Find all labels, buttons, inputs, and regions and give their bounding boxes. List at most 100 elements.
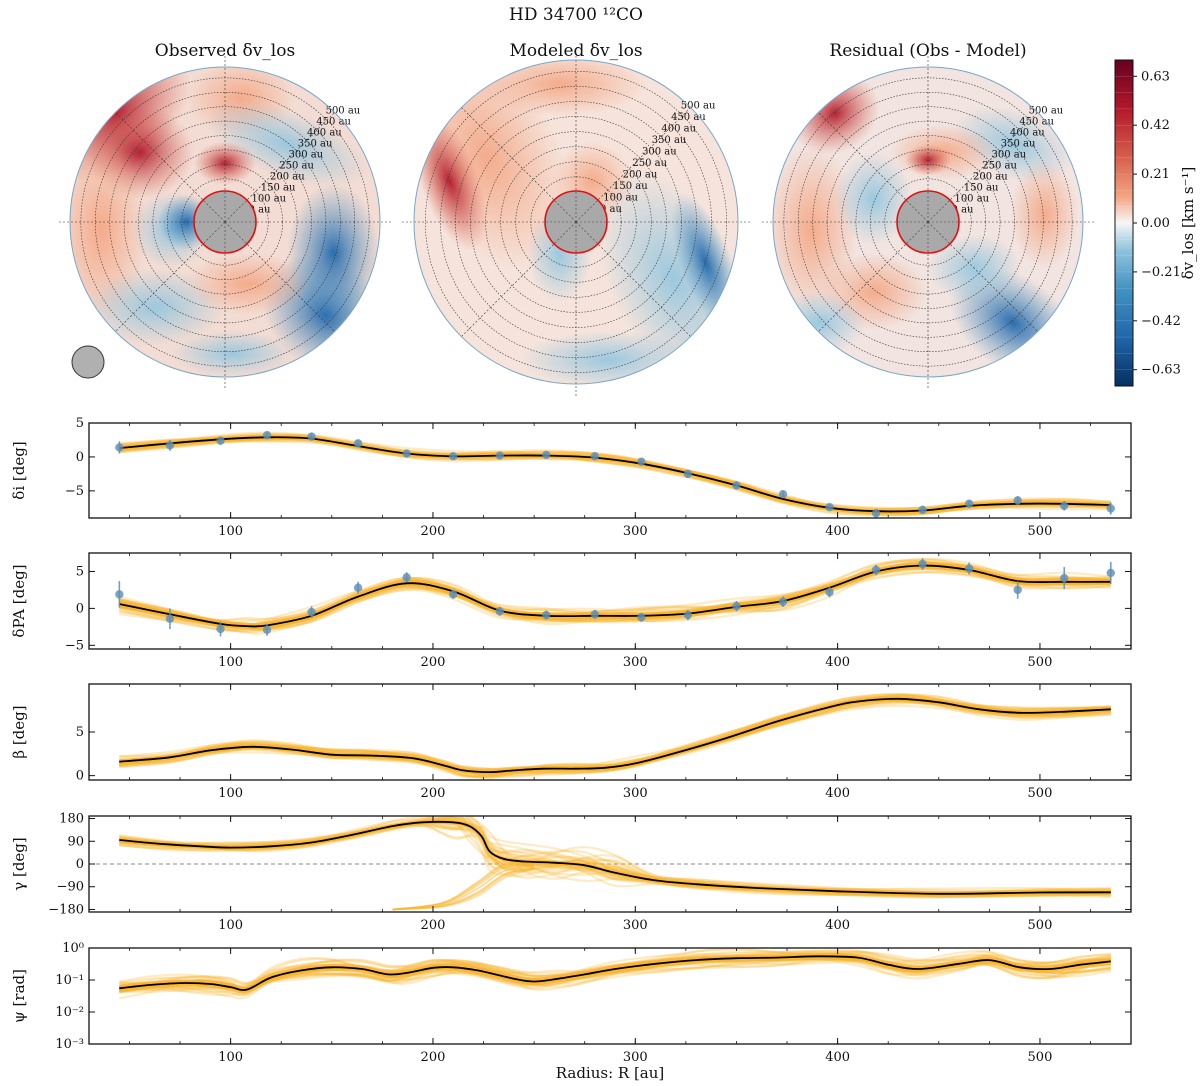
data-point xyxy=(732,601,741,611)
posterior-draw xyxy=(392,863,535,911)
y-tick-label: 10⁻¹ xyxy=(55,973,84,988)
data-point xyxy=(683,469,693,479)
disk-title: Modeled δv_los xyxy=(509,41,642,61)
data-point xyxy=(1060,501,1069,510)
data-point xyxy=(778,490,788,499)
x-tick-label: 300 xyxy=(623,786,648,801)
data-point xyxy=(637,613,646,622)
posterior-draws xyxy=(119,431,1111,517)
data-point xyxy=(1013,496,1022,505)
posterior-draw xyxy=(119,693,1111,778)
velocity-structure xyxy=(194,141,256,185)
velocity-structure xyxy=(519,330,698,384)
posterior-draw xyxy=(119,821,1111,896)
ring-label: 250 au xyxy=(279,160,314,171)
disk-title: Observed δv_los xyxy=(155,41,295,61)
posterior-draw xyxy=(119,948,1111,1000)
posterior-draw xyxy=(119,436,1111,513)
x-tick-label: 400 xyxy=(825,524,850,539)
ring-label: 500 au xyxy=(326,105,361,116)
posterior-draw xyxy=(119,440,1111,516)
posterior-draw xyxy=(119,435,1111,513)
posterior-draw xyxy=(119,823,1111,895)
mask-spoke xyxy=(927,221,951,245)
ring-label: 400 au xyxy=(1010,127,1045,138)
x-tick-label: 100 xyxy=(218,1050,243,1065)
colorbar: 0.63 0.42 0.21 0.00 −0.21 −0.42 −0.63 δv_los [k… xyxy=(1114,59,1197,387)
y-axis-label: γ [deg] xyxy=(10,837,28,891)
panel-plot-area xyxy=(119,948,1112,1000)
posterior-draw xyxy=(119,434,1111,515)
posterior-draw xyxy=(119,434,1111,514)
posterior-draw xyxy=(119,437,1111,514)
x-tick-label: 400 xyxy=(825,786,850,801)
posterior-draw xyxy=(119,823,1111,895)
posterior-draw xyxy=(392,862,535,911)
data-point xyxy=(825,587,834,597)
mask-spoke xyxy=(575,199,599,223)
y-tick-label: 10⁰ xyxy=(62,941,84,956)
colorbar-tick-label: 0.63 xyxy=(1141,69,1170,84)
posterior-draw xyxy=(119,436,1111,514)
posterior-draw xyxy=(119,692,1111,778)
ring-label: 350 au xyxy=(298,138,333,149)
posterior-draw xyxy=(119,432,1111,512)
y-tick-label: 10⁻² xyxy=(55,1005,84,1020)
spoke-line xyxy=(575,107,691,223)
posterior-draw xyxy=(392,867,535,911)
y-axis-label: δi [deg] xyxy=(10,441,28,499)
posterior-envelope xyxy=(119,435,1111,514)
x-tick-label: 400 xyxy=(825,1050,850,1065)
posterior-draw xyxy=(119,699,1111,775)
posterior-draw xyxy=(119,435,1111,511)
profile-panel-4: 100 200 300 400 500 180 90 0 −90 −180 γ [deg] xyxy=(10,812,1132,933)
data-point xyxy=(683,610,693,620)
posterior-draw xyxy=(119,437,1111,515)
posterior-draw xyxy=(392,863,535,911)
radial-ring xyxy=(500,146,652,298)
posterior-draw xyxy=(392,865,535,911)
posterior-draw xyxy=(119,433,1111,511)
data-point xyxy=(165,614,175,623)
profile-panel-1: 100 200 300 400 500 5 0 −5 δi [deg] xyxy=(10,416,1132,539)
radial-ring xyxy=(485,131,667,313)
y-tick-label: −5 xyxy=(65,638,84,653)
posterior-draw xyxy=(119,436,1111,513)
colorbar-tick-label: 0.21 xyxy=(1141,167,1170,182)
data-point xyxy=(918,505,927,515)
x-tick-label: 500 xyxy=(1028,786,1053,801)
ring-label: 400 au xyxy=(661,123,696,134)
data-point xyxy=(216,624,225,634)
data-point xyxy=(542,610,551,620)
data-point xyxy=(871,509,881,518)
posterior-draw xyxy=(119,824,1111,894)
ring-label: 300 au xyxy=(992,149,1027,160)
mask-spoke xyxy=(553,221,577,245)
ring-label: 350 au xyxy=(652,135,687,146)
disk-title: Residual (Obs - Model) xyxy=(829,41,1026,61)
ring-label: 150 au xyxy=(261,183,296,194)
colorbar-tick-label: 0.42 xyxy=(1141,118,1170,133)
posterior-draw xyxy=(392,866,535,911)
mask-spoke xyxy=(575,221,599,245)
x-tick-label: 200 xyxy=(421,786,446,801)
posterior-draw xyxy=(119,438,1111,516)
y-tick-label: 5 xyxy=(76,564,84,579)
y-tick-label: 0 xyxy=(76,769,84,784)
x-tick-label: 300 xyxy=(623,1050,648,1065)
data-point xyxy=(1013,585,1022,595)
ring-label: 150 au xyxy=(964,183,999,194)
y-axis-label: δPA [deg] xyxy=(10,564,28,637)
radial-ring xyxy=(109,106,341,338)
x-tick-label: 500 xyxy=(1028,1050,1053,1065)
data-point xyxy=(825,502,834,512)
data-point xyxy=(353,583,363,592)
posterior-draw xyxy=(392,865,535,911)
spoke-line xyxy=(461,107,577,223)
posterior-draw xyxy=(119,822,1111,894)
x-tick-label: 200 xyxy=(421,1050,446,1065)
data-point xyxy=(115,590,124,599)
